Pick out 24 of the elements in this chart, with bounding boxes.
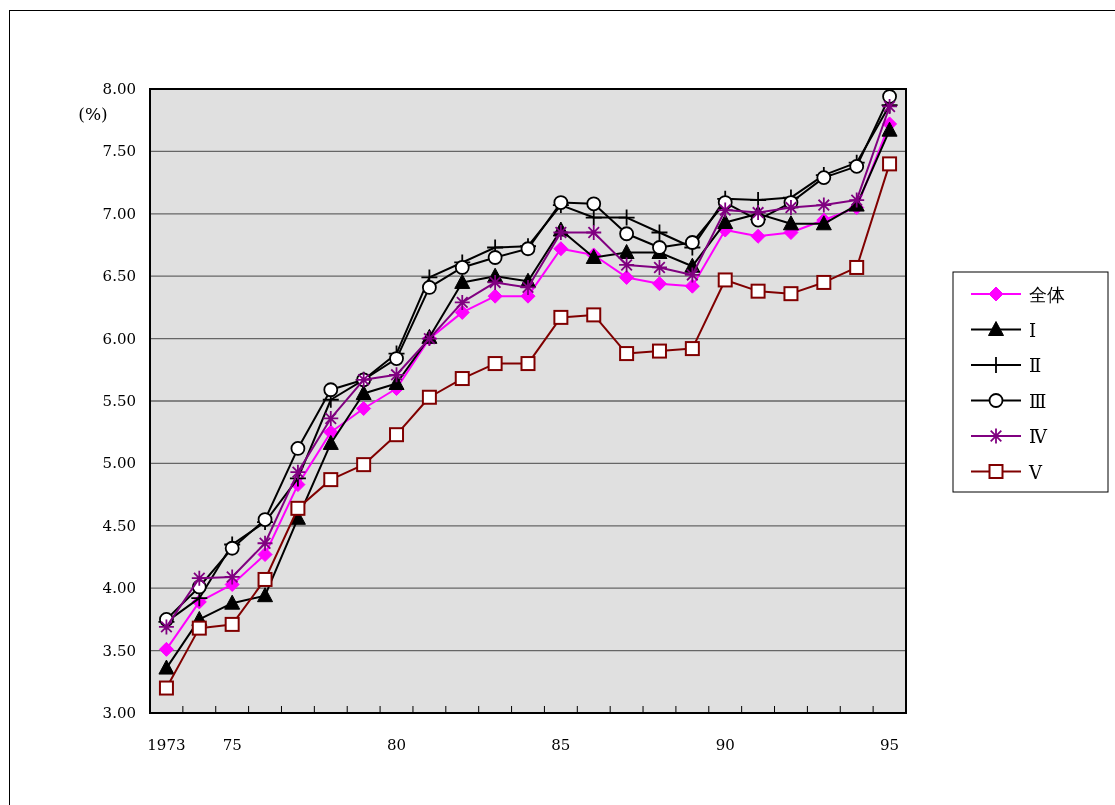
legend-label: Ⅱ	[1029, 355, 1042, 376]
legend-label: Ⅰ	[1029, 319, 1037, 341]
y-tick-label: 8.00	[102, 80, 136, 98]
y-tick-label: 3.50	[102, 641, 136, 660]
y-tick-label: 6.50	[102, 267, 136, 286]
y-tick-label: 5.00	[102, 454, 136, 473]
x-tick-label: 75	[222, 736, 242, 754]
y-tick-label: 3.00	[102, 704, 136, 722]
legend-label: Ⅲ	[1029, 390, 1047, 412]
y-tick-label: 4.00	[102, 579, 136, 598]
x-tick-label: 95	[880, 736, 900, 754]
x-tick-label: 80	[386, 736, 407, 754]
x-tick-label: 1973	[147, 736, 186, 754]
y-tick-label: 7.50	[102, 142, 136, 161]
y-tick-label: 6.00	[102, 329, 136, 348]
legend-label: Ⅴ	[1028, 461, 1043, 483]
y-tick-label: 4.50	[102, 516, 136, 535]
y-axis-title: (%)	[78, 104, 108, 124]
legend-label: 全体	[1029, 284, 1065, 305]
y-tick-label: 5.50	[102, 392, 136, 410]
legend-label: Ⅳ	[1029, 426, 1048, 447]
x-tick-label: 90	[715, 736, 735, 754]
x-tick-label: 85	[551, 736, 571, 754]
y-tick-label: 7.00	[102, 204, 136, 223]
